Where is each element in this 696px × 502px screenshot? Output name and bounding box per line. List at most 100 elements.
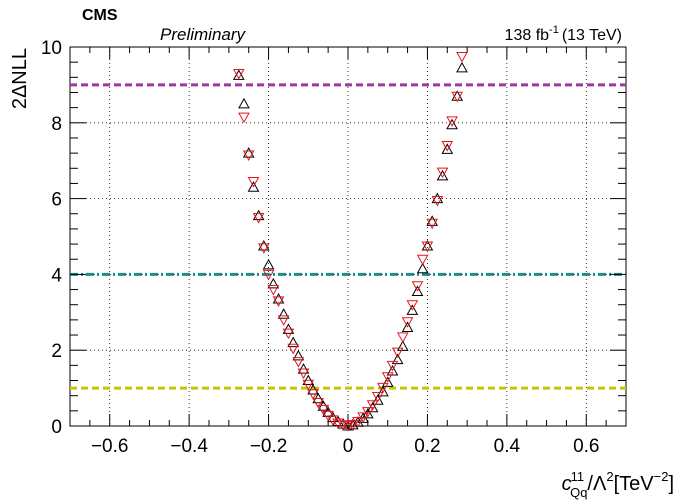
marker-triangle-down bbox=[391, 347, 404, 359]
marker-triangle-down bbox=[302, 379, 315, 391]
marker-triangle-down bbox=[436, 167, 449, 179]
status-label: Preliminary bbox=[160, 25, 247, 44]
marker-triangle-down bbox=[282, 328, 295, 340]
marker-triangle-down bbox=[377, 382, 389, 394]
x-axis-label: c11 Qq/Λ2[TeV−2] bbox=[562, 469, 674, 500]
marker-triangle-down bbox=[352, 416, 364, 428]
marker-triangle-down bbox=[257, 243, 270, 254]
marker-triangle-down bbox=[247, 177, 260, 188]
marker-triangle-up bbox=[371, 394, 384, 405]
marker-triangle-down bbox=[431, 195, 444, 207]
y-tick-label: 2 bbox=[51, 341, 62, 362]
marker-triangle-down bbox=[332, 418, 344, 429]
y-axis-label: 2ΔNLL bbox=[9, 48, 31, 109]
marker-triangle-down bbox=[307, 389, 319, 400]
x-label-unit-open: [TeV bbox=[614, 473, 655, 495]
marker-triangle-up bbox=[247, 181, 260, 192]
marker-triangle-up bbox=[431, 192, 444, 204]
x-tick-label: −0.4 bbox=[170, 436, 208, 457]
marker-triangle-down bbox=[327, 415, 339, 426]
marker-triangle-up bbox=[252, 209, 265, 221]
marker-triangle-up bbox=[441, 143, 454, 154]
marker-triangle-up bbox=[257, 239, 270, 251]
marker-triangle-up bbox=[277, 308, 290, 319]
marker-triangle-down bbox=[232, 69, 245, 80]
marker-triangle-down bbox=[238, 112, 250, 124]
marker-triangle-up bbox=[416, 262, 429, 274]
marker-triangle-up bbox=[287, 336, 300, 348]
x-label-sup: 11 bbox=[571, 469, 585, 484]
data-points bbox=[232, 51, 468, 432]
marker-triangle-down bbox=[441, 141, 454, 152]
marker-triangle-up bbox=[426, 215, 439, 226]
marker-triangle-down bbox=[446, 116, 458, 127]
marker-triangle-up bbox=[406, 304, 419, 315]
marker-triangle-up bbox=[262, 258, 275, 270]
y-tick-label: 8 bbox=[51, 114, 62, 135]
marker-triangle-up bbox=[272, 293, 285, 304]
marker-triangle-up bbox=[377, 385, 389, 397]
tick-labels: −0.6 −0.4 −0.2 0 0.2 0.4 0.6 0 2 4 6 8 10 bbox=[41, 38, 600, 457]
marker-triangle-up bbox=[242, 147, 255, 158]
marker-triangle-down bbox=[317, 404, 330, 416]
x-label-sq: 2 bbox=[606, 469, 613, 484]
marker-triangle-up bbox=[381, 376, 394, 387]
marker-triangle-down bbox=[426, 218, 439, 230]
x-label-c: c bbox=[562, 473, 572, 495]
marker-triangle-down bbox=[451, 91, 464, 103]
y-tick-label: 4 bbox=[51, 265, 62, 286]
marker-triangle-down bbox=[312, 398, 325, 409]
marker-triangle-down bbox=[297, 368, 310, 379]
marker-triangle-down bbox=[277, 315, 290, 326]
experiment-label: CMS bbox=[82, 7, 118, 24]
x-tick-label: 0.6 bbox=[573, 436, 599, 457]
marker-triangle-down bbox=[272, 296, 285, 307]
lumi-energy: (13 TeV) bbox=[562, 27, 622, 44]
marker-triangle-up bbox=[436, 169, 449, 181]
marker-triangle-up bbox=[292, 349, 305, 361]
marker-triangle-up bbox=[401, 321, 414, 332]
marker-triangle-down bbox=[406, 300, 419, 311]
marker-triangle-down bbox=[396, 332, 409, 343]
x-label-unit-exp: −2 bbox=[654, 469, 669, 484]
marker-triangle-down bbox=[346, 419, 359, 431]
x-label-sub: Qq bbox=[570, 485, 587, 500]
marker-triangle-up bbox=[396, 340, 409, 351]
marker-triangle-up bbox=[411, 285, 424, 296]
marker-triangle-down bbox=[456, 51, 468, 63]
marker-triangle-down bbox=[421, 241, 434, 253]
marker-triangle-up bbox=[267, 277, 280, 289]
marker-triangle-up bbox=[456, 61, 468, 73]
marker-triangle-up bbox=[386, 365, 399, 376]
marker-triangle-down bbox=[292, 357, 305, 368]
y-tick-label: 0 bbox=[51, 417, 62, 438]
marker-triangle-down bbox=[337, 420, 350, 431]
marker-triangle-down bbox=[416, 254, 429, 266]
marker-triangle-down bbox=[262, 269, 275, 281]
luminosity-label: 138 fb-1 (13 TeV) bbox=[505, 24, 622, 44]
x-tick-label: −0.6 bbox=[91, 436, 129, 457]
marker-triangle-down bbox=[357, 412, 369, 423]
x-tick-label: 0 bbox=[343, 436, 354, 457]
marker-triangle-down bbox=[401, 317, 414, 328]
x-tick-label: −0.2 bbox=[250, 436, 288, 457]
y-tick-label: 6 bbox=[51, 190, 62, 211]
reference-lines bbox=[70, 83, 626, 390]
x-tick-label: 0.2 bbox=[414, 436, 440, 457]
marker-triangle-down bbox=[371, 391, 384, 403]
marker-triangle-up bbox=[238, 97, 250, 109]
marker-triangle-up bbox=[446, 118, 458, 130]
marker-triangle-down bbox=[381, 372, 394, 383]
marker-triangle-down bbox=[366, 400, 379, 411]
x-label-unit-close: ] bbox=[668, 473, 674, 495]
marker-triangle-down bbox=[411, 281, 424, 292]
lumi-exponent: -1 bbox=[549, 24, 559, 36]
x-tick-label: 0.4 bbox=[494, 436, 521, 457]
x-label-mid: /Λ bbox=[587, 473, 607, 495]
axis-ticks bbox=[69, 46, 627, 427]
marker-triangle-up bbox=[391, 353, 404, 365]
marker-triangle-down bbox=[386, 360, 399, 372]
y-tick-label: 10 bbox=[41, 38, 62, 59]
marker-triangle-down bbox=[242, 150, 255, 162]
